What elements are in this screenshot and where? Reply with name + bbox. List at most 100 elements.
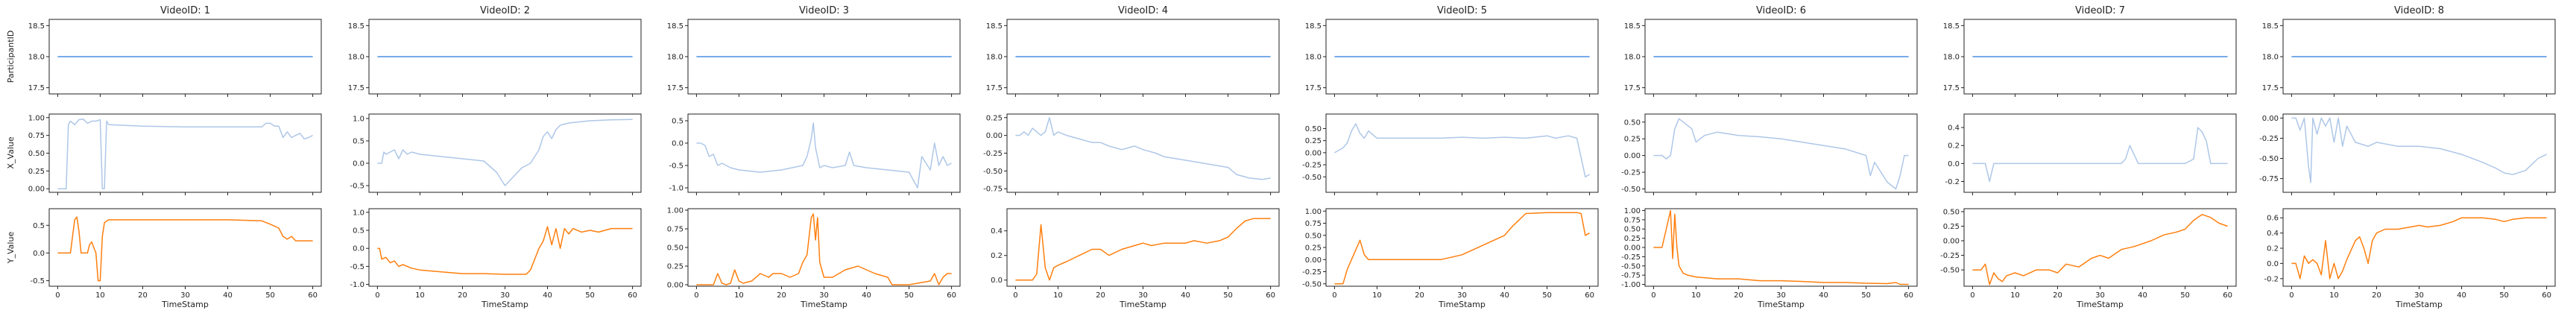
y-tick-label-y-value-4-1: 0.2 [991,252,1003,260]
axes-frame-y-value-5 [1325,208,1599,287]
x-axis-label-2: TimeStamp [481,300,528,309]
y-tick-label-y-value-6-4: 0.00 [1624,244,1641,253]
y-tick-label-participant-8-0: 17.5 [2262,84,2279,92]
x-tick-label-5-4: 40 [1500,291,1509,300]
x-tick-label-2-6: 60 [628,291,637,300]
y-tick-label-y-value-8-0: -0.2 [2264,275,2279,283]
series-line-y-value-1 [57,216,313,282]
y-tick-label-y-value-1-2: 0.5 [33,222,45,230]
y-tick-label-x-value-1-0: 0.00 [28,186,45,194]
y-tick-label-x-value-6-1: -0.25 [1621,169,1641,177]
x-tick-label-5-1: 10 [1372,291,1382,300]
y-tick-label-y-value-6-2: -0.50 [1621,262,1641,271]
y-tick-label-participant-2-2: 18.5 [348,22,364,31]
y-tick-label-x-value-1-3: 0.75 [28,132,45,140]
y-tick-label-x-value-6-0: -0.50 [1621,186,1641,194]
y-tick-label-y-value-3-3: 0.75 [667,226,684,234]
axes-frame-y-value-8 [2282,208,2556,287]
axes-frame-x-value-7 [1963,113,2237,193]
x-tick-label-7-2: 20 [2053,291,2062,300]
x-axis-label-6: TimeStamp [1757,300,1805,309]
x-tick-label-7-6: 60 [2223,291,2232,300]
y-tick-label-y-value-2-1: -0.5 [350,263,364,271]
y-tick-label-participant-2-0: 17.5 [348,84,364,92]
y-tick-label-x-value-5-2: 0.00 [1305,149,1322,157]
y-tick-label-y-value-6-7: 0.75 [1624,216,1641,224]
y-tick-label-y-value-1-0: -0.5 [30,277,45,285]
x-tick-label-8-6: 60 [2542,291,2551,300]
axes-frame-x-value-4 [1006,113,1280,193]
y-tick-label-y-value-6-5: 0.25 [1624,235,1641,243]
x-tick-label-7-3: 30 [2095,291,2105,300]
y-tick-label-x-value-1-1: 0.25 [28,168,45,176]
y-tick-label-x-value-5-1: -0.25 [1302,162,1322,170]
y-tick-label-y-value-7-2: 0.00 [1943,238,1960,246]
y-tick-label-x-value-2-0: -0.5 [350,183,364,191]
y-tick-label-participant-5-2: 18.5 [1305,22,1322,31]
series-line-y-value-4 [1015,218,1271,281]
y-tick-label-participant-3-1: 18.0 [667,54,684,62]
x-tick-label-7-4: 40 [2138,291,2147,300]
x-tick-label-1-6: 60 [308,291,318,300]
x-tick-label-3-2: 20 [777,291,786,300]
y-tick-label-participant-6-2: 18.5 [1624,22,1641,31]
y-tick-label-participant-8-2: 18.5 [2262,22,2279,31]
axes-frame-x-value-1 [48,113,322,193]
x-tick-label-6-2: 20 [1734,291,1743,300]
x-tick-label-4-3: 30 [1138,291,1148,300]
panel-title-3: VideoID: 3 [799,5,849,16]
y-tick-label-y-value-5-6: 1.00 [1305,208,1322,216]
y-tick-label-x-value-8-0: -0.75 [2259,175,2279,183]
y-tick-label-y-value-6-8: 1.00 [1624,207,1641,215]
y-tick-label-x-value-4-2: -0.25 [983,150,1003,158]
x-tick-label-4-5: 50 [1223,291,1233,300]
series-line-y-value-7 [1972,214,2228,285]
y-tick-label-y-value-7-3: 0.25 [1943,223,1960,231]
series-line-y-value-6 [1653,209,1909,285]
y-tick-label-x-value-5-3: 0.25 [1305,137,1322,145]
axes-frame-x-value-8 [2282,113,2556,193]
x-axis-label-4: TimeStamp [1119,300,1167,309]
y-tick-label-y-value-8-1: 0.0 [2267,260,2279,268]
x-tick-label-2-3: 30 [500,291,510,300]
y-tick-label-participant-7-0: 17.5 [1943,84,1960,92]
y-tick-label-participant-1-2: 18.5 [28,22,45,31]
x-tick-label-4-2: 20 [1096,291,1105,300]
y-tick-label-x-value-7-1: 0.0 [1948,160,1960,168]
x-tick-label-1-2: 20 [138,291,148,300]
x-axis-label-5: TimeStamp [1438,300,1486,309]
y-tick-label-y-value-8-3: 0.4 [2267,230,2279,238]
x-tick-label-7-1: 10 [2010,291,2020,300]
x-tick-label-7-5: 50 [2180,291,2190,300]
y-tick-label-participant-1-0: 17.5 [28,84,45,92]
axes-frame-y-value-3 [687,208,961,287]
axes-frame-x-value-6 [1644,113,1918,193]
x-tick-label-1-4: 40 [223,291,233,300]
y-tick-label-participant-4-0: 17.5 [986,84,1003,92]
y-tick-label-x-value-3-2: 0.0 [672,140,684,148]
y-tick-label-x-value-2-3: 1.0 [353,116,364,124]
y-tick-label-y-value-6-1: -0.75 [1621,272,1641,280]
x-tick-label-3-4: 40 [862,291,871,300]
y-tick-label-y-value-6-3: -0.25 [1621,253,1641,262]
series-line-x-value-5 [1334,123,1590,178]
y-tick-label-y-value-5-4: 0.50 [1305,232,1322,240]
x-tick-label-2-5: 50 [585,291,595,300]
x-tick-label-6-4: 40 [1819,291,1828,300]
x-tick-label-7-0: 0 [1970,291,1974,300]
panel-title-6: VideoID: 6 [1756,5,1806,16]
y-tick-label-x-value-6-2: 0.00 [1624,152,1641,160]
y-tick-label-y-value-7-0: -0.50 [1940,267,1960,275]
series-line-x-value-6 [1653,118,1909,190]
y-tick-label-x-value-7-3: 0.4 [1948,124,1960,133]
panel-title-8: VideoID: 8 [2394,5,2444,16]
x-tick-label-8-3: 30 [2414,291,2424,300]
x-tick-label-8-2: 20 [2372,291,2381,300]
panel-title-4: VideoID: 4 [1118,5,1168,16]
y-tick-label-y-value-8-2: 0.2 [2267,245,2279,253]
series-line-x-value-4 [1015,117,1271,180]
y-tick-label-x-value-3-3: 0.5 [672,118,684,126]
series-line-x-value-8 [2291,117,2547,183]
panel-title-5: VideoID: 5 [1437,5,1487,16]
